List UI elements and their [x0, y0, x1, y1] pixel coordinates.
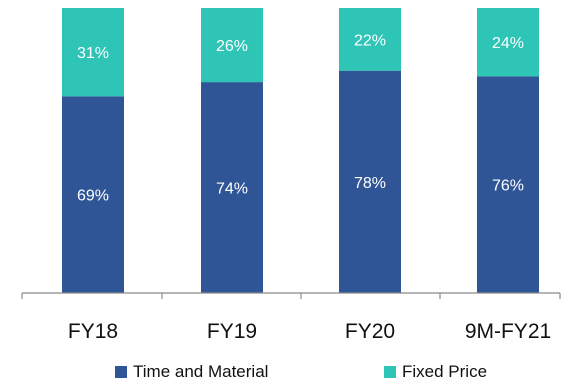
data-label: 22%	[354, 32, 386, 49]
x-axis-ticks	[21, 293, 561, 299]
data-label: 26%	[216, 38, 248, 55]
legend-swatch-time-material	[115, 366, 127, 378]
legend-item-fixed-price: Fixed Price	[384, 362, 487, 382]
bar-segment-time-material	[62, 96, 124, 293]
category-label: FY18	[68, 320, 118, 343]
bar-segment-time-material	[201, 82, 263, 293]
category-label: FY19	[207, 320, 257, 343]
bar-segment-fixed-price	[201, 8, 263, 83]
category-label: 9M-FY21	[465, 320, 551, 343]
data-labels-group: 69% 31% 74% 26% 78% 22% 76% 24%	[77, 32, 524, 204]
category-label: FY20	[345, 320, 395, 343]
data-label: 76%	[492, 178, 524, 195]
data-label: 69%	[77, 188, 109, 205]
bar-segment-fixed-price	[477, 8, 539, 77]
category-labels-group: FY18 FY19 FY20 9M-FY21	[68, 320, 551, 343]
bar-segment-fixed-price	[62, 8, 124, 97]
data-label: 78%	[354, 175, 386, 192]
legend-label-fixed-price: Fixed Price	[402, 362, 488, 381]
legend-label-time-material: Time and Material	[133, 362, 269, 381]
legend-swatch-fixed-price	[384, 366, 396, 378]
data-label: 31%	[77, 45, 109, 62]
bars-group	[62, 8, 539, 294]
bar-segment-time-material	[339, 70, 401, 293]
legend: Time and Material Fixed Price	[0, 362, 568, 384]
bar-segment-fixed-price	[339, 8, 401, 71]
data-label: 74%	[216, 181, 248, 198]
bar-segment-time-material	[477, 76, 539, 294]
data-label: 24%	[492, 35, 524, 52]
stacked-bar-chart: 69% 31% 74% 26% 78% 22% 76% 24% FY18 FY19 FY20 9M-…	[21, 8, 561, 343]
legend-item-time-material: Time and Material	[115, 362, 268, 382]
